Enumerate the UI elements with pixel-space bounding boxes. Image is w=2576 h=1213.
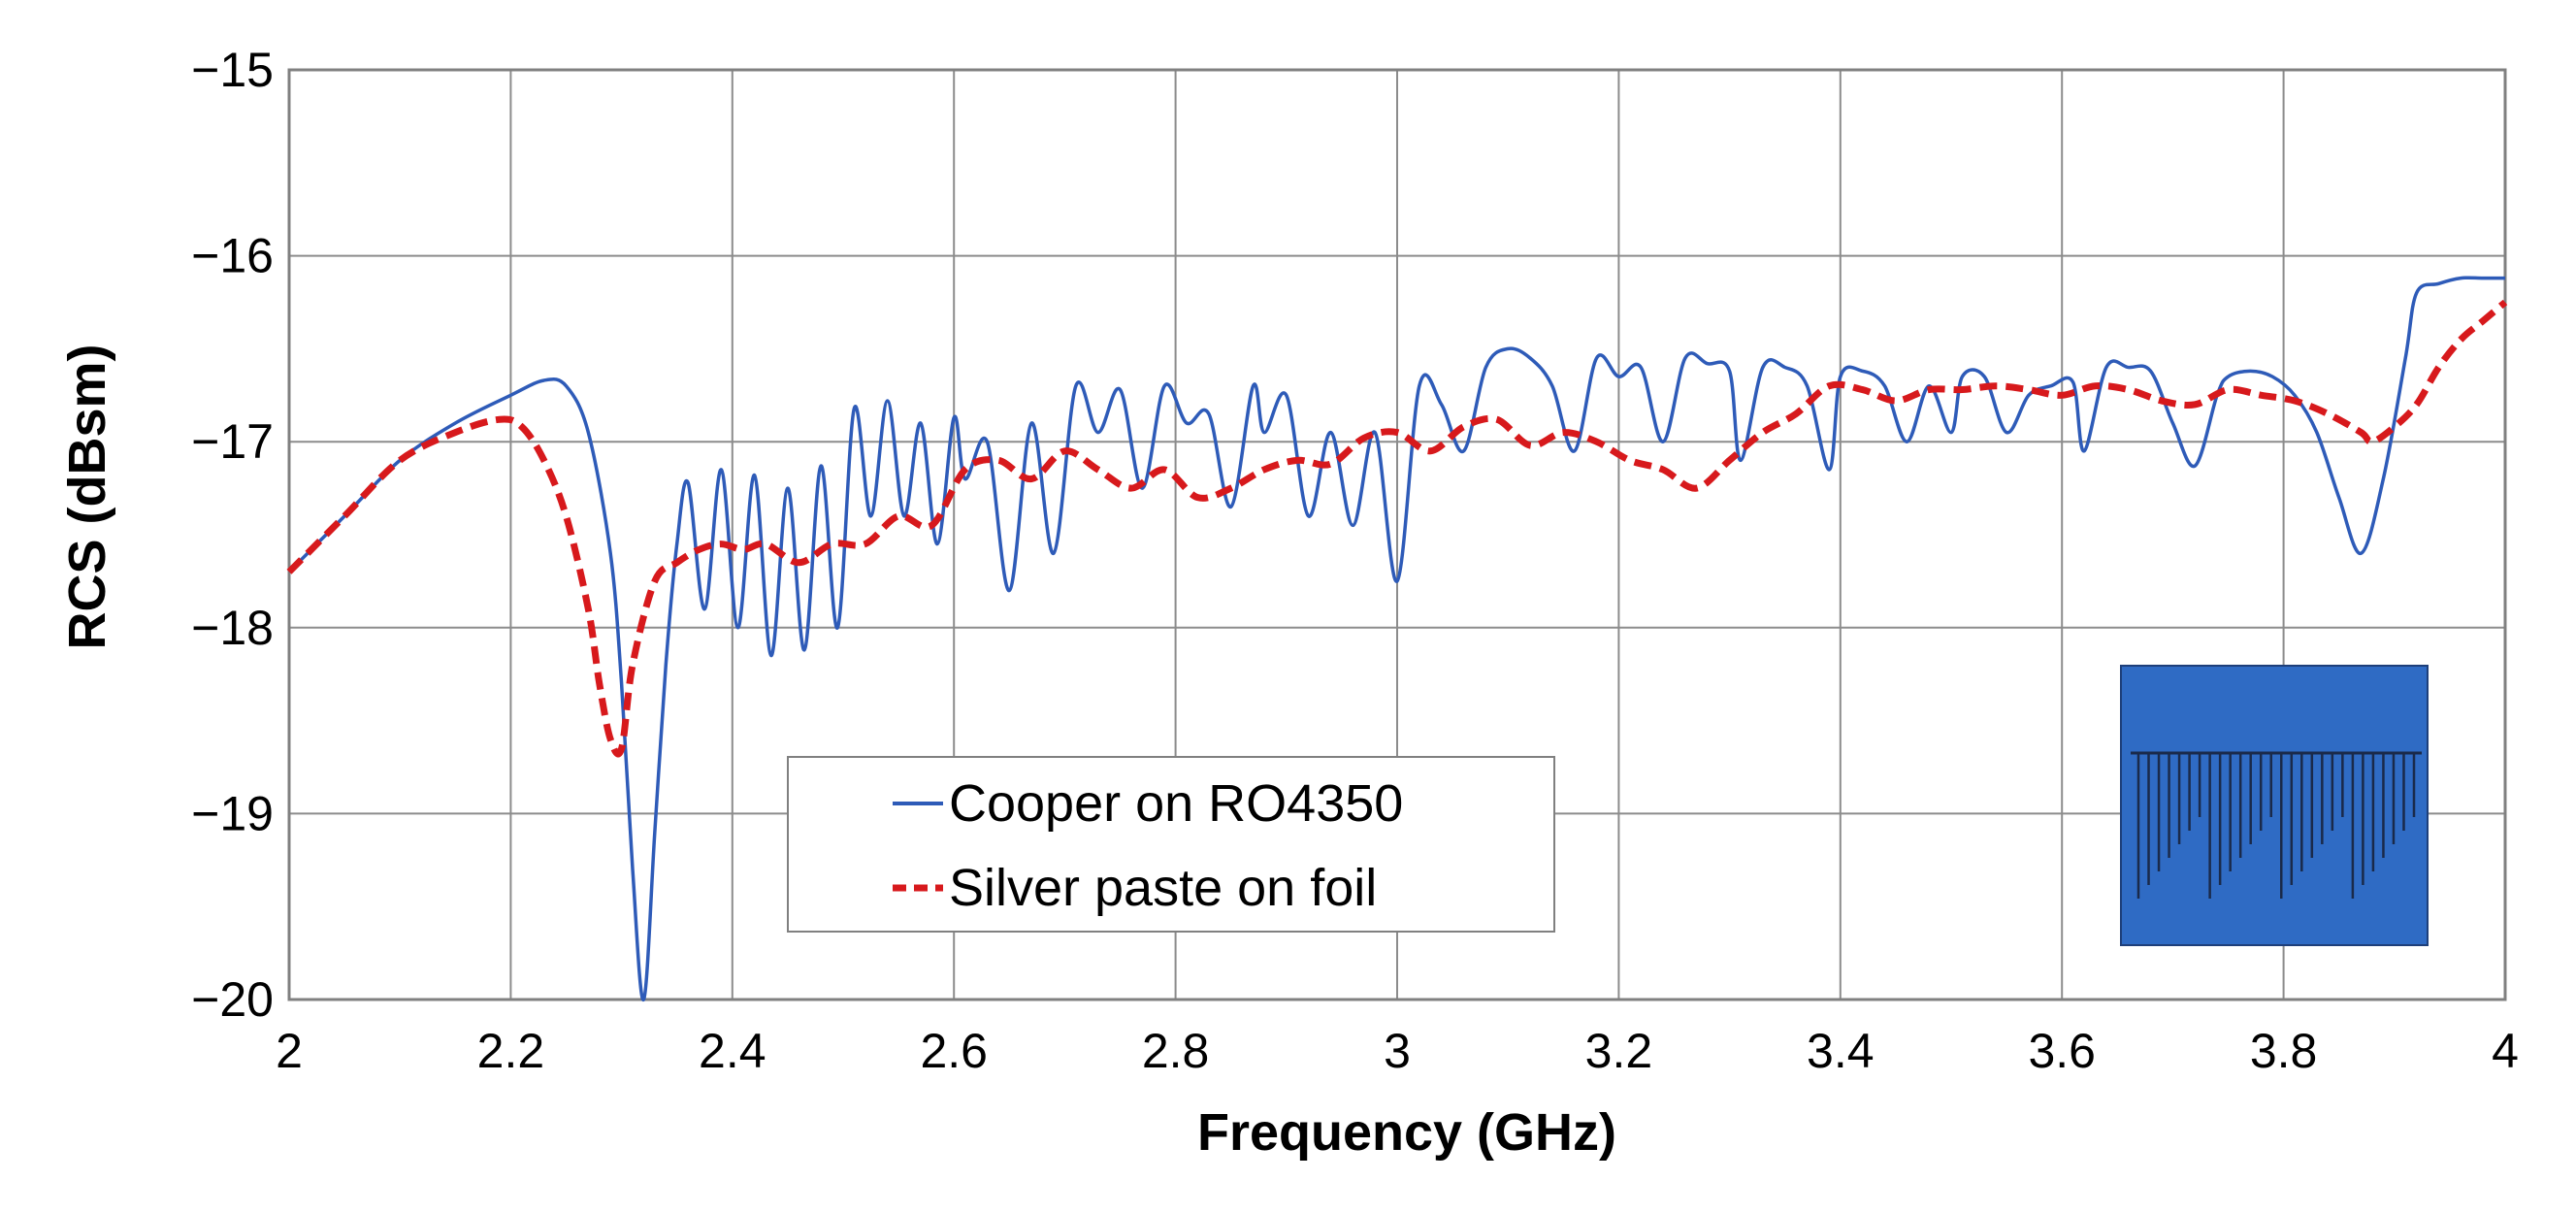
x-tick-label: 2.4 bbox=[699, 1024, 766, 1078]
x-axis-title: Frequency (GHz) bbox=[1197, 1103, 1616, 1162]
inset-structure-image bbox=[2120, 665, 2429, 946]
inset-fingers bbox=[2136, 753, 2416, 899]
y-tick-label: −17 bbox=[191, 414, 274, 469]
x-tick-label: 3.2 bbox=[1585, 1024, 1653, 1078]
y-tick-label: −16 bbox=[191, 229, 274, 283]
x-tick-label: 3.6 bbox=[2028, 1024, 2096, 1078]
inset-background bbox=[2120, 665, 2429, 946]
y-axis-title: RCS (dBsm) bbox=[58, 344, 116, 649]
x-tick-label: 2 bbox=[276, 1024, 303, 1078]
x-tick-label: 2.8 bbox=[1142, 1024, 1210, 1078]
x-tick-label: 2.2 bbox=[477, 1024, 545, 1078]
plot-area-frame bbox=[287, 68, 2507, 1001]
x-tick-label: 3.8 bbox=[2250, 1024, 2318, 1078]
x-tick-label: 2.6 bbox=[920, 1024, 988, 1078]
legend-label-silver: Silver paste on foil bbox=[949, 859, 1377, 917]
legend-label-cooper: Cooper on RO4350 bbox=[949, 774, 1403, 833]
legend: Cooper on RO4350 Silver paste on foil bbox=[787, 756, 1555, 933]
y-tick-label: −19 bbox=[191, 786, 274, 840]
y-tick-label: −18 bbox=[191, 601, 274, 655]
x-tick-label: 3 bbox=[1384, 1024, 1411, 1078]
series-line-cooper bbox=[287, 276, 2505, 1001]
y-tick-label: −15 bbox=[191, 43, 274, 97]
data-series bbox=[286, 276, 2508, 1001]
legend-box bbox=[787, 756, 1555, 933]
y-tick-label: −20 bbox=[191, 972, 274, 1027]
tick-labels: 2 2.2 2.4 2.6 2.8 3 3.2 3.4 3.6 3.8 4 −20 −19 −18 −17 −… bbox=[191, 43, 2519, 1078]
x-tick-label: 3.4 bbox=[1807, 1024, 1875, 1078]
series-line-silver bbox=[286, 299, 2508, 758]
x-tick-label: 4 bbox=[2492, 1024, 2519, 1078]
